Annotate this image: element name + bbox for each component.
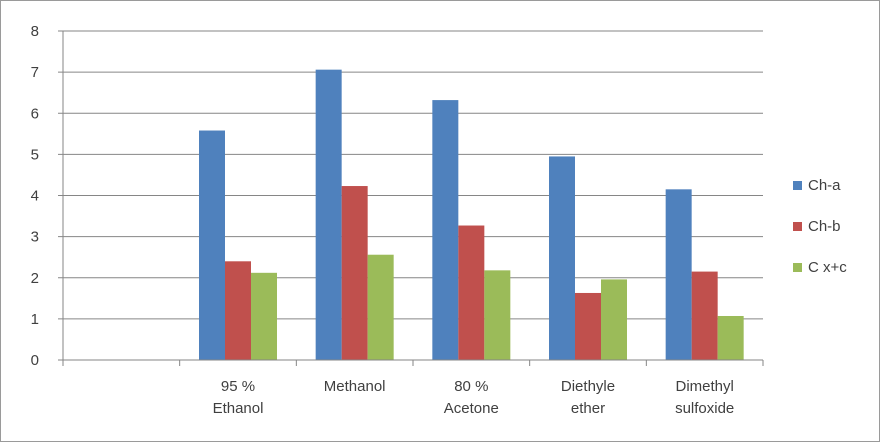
- bar-ch-a-1: [199, 130, 225, 360]
- legend: Ch-a Ch-b C x+c: [793, 175, 847, 298]
- y-tick-label: 5: [31, 146, 39, 163]
- y-tick-label: 4: [31, 188, 39, 205]
- x-tick-label: Ethanol: [213, 400, 264, 417]
- bar-ch-a-2: [315, 69, 342, 360]
- legend-item-ch-a: Ch-a: [793, 175, 847, 196]
- bar-c-x-c-5: [717, 315, 744, 360]
- x-tick-label: Methanol: [324, 378, 386, 395]
- y-tick-label: 0: [31, 352, 39, 369]
- x-tick-label: 80 %: [454, 378, 488, 395]
- bar-c-x-c-4: [601, 279, 627, 360]
- axes: [62, 31, 764, 366]
- bar-ch-a-5: [665, 189, 692, 360]
- y-tick-label: 8: [31, 23, 39, 40]
- y-tick-label: 6: [31, 105, 39, 122]
- y-tick-label: 2: [31, 270, 39, 287]
- x-tick-label: Diethyle: [561, 378, 615, 395]
- legend-label-ch-b: Ch-b: [808, 218, 841, 235]
- legend-swatch-ch-a: [793, 181, 802, 190]
- x-tick-label: Acetone: [444, 400, 499, 417]
- legend-swatch-c-x-c: [793, 263, 802, 272]
- x-axis-ticks: 95 % Ethanol Methanol 80 % Acetone Diethyle et…: [213, 378, 735, 417]
- legend-item-ch-b: Ch-b: [793, 216, 847, 237]
- bar-c-x-c-2: [367, 254, 394, 360]
- bar-ch-b-2: [341, 186, 368, 360]
- legend-swatch-ch-b: [793, 222, 802, 231]
- bar-ch-b-5: [691, 271, 718, 360]
- bars: [199, 69, 744, 360]
- gridlines: [63, 30, 763, 320]
- y-tick-label: 1: [31, 311, 39, 328]
- x-tick-label: Dimethyl: [675, 378, 733, 395]
- bar-ch-b-4: [575, 292, 601, 360]
- legend-item-c-x-c: C x+c: [793, 257, 847, 278]
- x-tick-label: ether: [571, 400, 605, 417]
- y-axis-ticks: 0 1 2 3 4 5 6 7 8: [31, 23, 63, 369]
- y-tick-label: 7: [31, 64, 39, 81]
- legend-label-ch-a: Ch-a: [808, 177, 841, 194]
- bar-c-x-c-1: [251, 272, 277, 360]
- bar-c-x-c-3: [484, 270, 511, 360]
- bar-ch-b-1: [225, 261, 251, 360]
- bar-ch-a-3: [432, 100, 459, 360]
- y-tick-label: 3: [31, 229, 39, 246]
- legend-label-c-x-c: C x+c: [808, 259, 847, 276]
- bar-ch-b-3: [458, 225, 485, 360]
- bar-ch-a-4: [549, 156, 575, 360]
- x-tick-label: 95 %: [221, 378, 255, 395]
- x-tick-label: sulfoxide: [675, 400, 734, 417]
